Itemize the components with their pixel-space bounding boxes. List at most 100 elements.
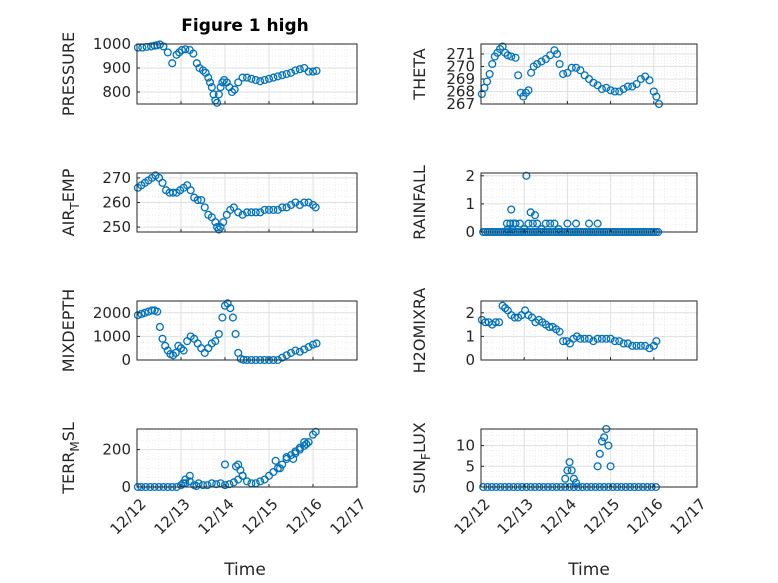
data-point: [576, 334, 585, 343]
data-point: [576, 66, 585, 75]
data-point: [168, 59, 177, 68]
data-point: [600, 433, 609, 442]
x-axis-label-right: Time: [567, 560, 610, 580]
data-point: [291, 66, 300, 75]
x-tick-label: 12/17: [666, 495, 709, 538]
data-point: [312, 66, 321, 75]
y-tick-label: 800: [102, 83, 131, 101]
y-tick-label: 250: [102, 218, 131, 236]
data-point: [559, 337, 568, 346]
subplot-5: 0 1 2 H2OMIXRA: [410, 288, 698, 373]
data-point: [571, 63, 581, 72]
y-axis-label: AIRTEMP: [59, 168, 82, 236]
data-point: [273, 205, 282, 214]
data-point: [641, 341, 650, 350]
data-point: [636, 341, 645, 350]
data-point: [593, 462, 602, 471]
subplot-3: 0 1 2 RAINFALL: [410, 165, 698, 241]
data-point: [623, 82, 632, 91]
y-tick-label: 1: [465, 195, 475, 213]
data-point: [563, 219, 572, 228]
data-point: [507, 205, 516, 214]
data-point: [264, 205, 274, 214]
data-point: [278, 203, 287, 212]
data-point: [300, 345, 309, 354]
data-point: [300, 198, 309, 207]
data-point: [230, 85, 239, 94]
data-point: [619, 339, 628, 348]
data-point: [584, 219, 594, 228]
data-point: [606, 86, 615, 95]
data-point: [524, 86, 533, 95]
data-point: [197, 195, 206, 205]
subplot-4: 0 1000 2000 MIXDEPTH: [59, 289, 358, 372]
data-point: [537, 57, 546, 66]
data-point: [521, 88, 530, 97]
data-point: [158, 334, 167, 343]
data-point: [632, 341, 641, 350]
data-point: [226, 304, 235, 313]
data-point: [308, 340, 318, 349]
data-point: [312, 339, 321, 348]
data-point: [291, 346, 300, 355]
data-point: [278, 353, 287, 362]
data-point: [295, 200, 304, 210]
x-tick-label: 12/12: [450, 495, 493, 538]
axes-box: [480, 300, 698, 361]
y-axis-label: SUNFLUX: [410, 422, 433, 494]
data-point: [186, 186, 195, 195]
data-point: [271, 456, 280, 465]
x-axis-label-left: Time: [223, 560, 266, 580]
data-point: [498, 301, 507, 310]
data-point: [211, 218, 220, 227]
y-tick-label: 200: [102, 441, 131, 459]
data-point: [632, 79, 641, 89]
data-point: [229, 203, 238, 212]
y-tick-label: 2000: [93, 304, 131, 322]
data-point: [142, 42, 151, 51]
data-point: [238, 73, 247, 82]
y-tick-label: 268: [446, 83, 475, 101]
data-point: [567, 466, 576, 475]
data-point: [545, 322, 554, 332]
data-point: [563, 68, 572, 77]
data-point: [495, 44, 505, 54]
data-point: [291, 198, 300, 207]
data-point: [308, 67, 318, 76]
data-point: [645, 344, 654, 353]
data-point: [251, 75, 260, 85]
axes-box: [480, 428, 698, 488]
data-point: [567, 63, 576, 72]
figure-title: Figure 1 high: [181, 16, 309, 36]
data-point: [203, 481, 212, 490]
data-point: [189, 49, 198, 58]
data-point: [242, 73, 252, 82]
data-point: [501, 304, 510, 313]
data-point: [526, 208, 535, 217]
data-point: [623, 339, 632, 348]
data-point: [561, 474, 570, 483]
data-point: [308, 200, 318, 210]
data-point: [302, 439, 311, 449]
data-point: [597, 334, 607, 343]
y-tick-label: 260: [102, 194, 131, 212]
data-point: [520, 225, 529, 234]
data-point: [482, 77, 492, 86]
data-point: [589, 337, 598, 346]
data-point: [207, 83, 216, 92]
data-point: [251, 208, 260, 217]
data-point: [133, 311, 142, 320]
data-point: [181, 45, 190, 54]
axes-box: [136, 428, 358, 488]
y-axis-label: TERRMSL: [59, 422, 82, 495]
y-tick-label: 1000: [93, 35, 131, 53]
data-point: [584, 334, 594, 343]
data-point: [595, 449, 604, 458]
data-point: [256, 77, 265, 86]
data-point: [204, 73, 213, 82]
data-point: [304, 342, 313, 352]
data-point: [234, 78, 243, 87]
data-point: [291, 449, 300, 458]
data-point: [537, 225, 546, 234]
